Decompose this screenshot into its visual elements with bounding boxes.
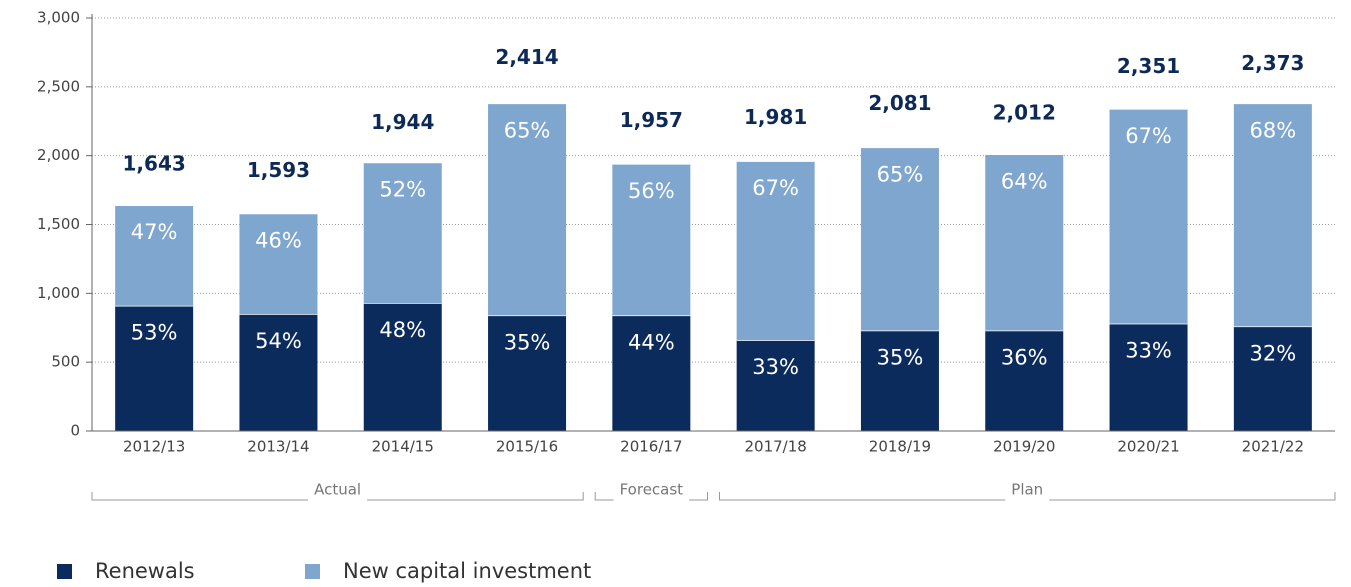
group-label: Actual (314, 481, 361, 499)
y-tick-label: 2,500 (37, 77, 80, 95)
share-label: 48% (379, 318, 426, 342)
group-label: Forecast (620, 481, 684, 499)
legend-label: New capital investment (343, 559, 591, 583)
x-tick-label: 2014/15 (372, 438, 434, 456)
bar-segment (1109, 323, 1188, 431)
group-label-bg (613, 496, 690, 504)
share-label: 53% (131, 321, 178, 345)
share-label: 46% (255, 228, 302, 252)
bar-segment (488, 103, 567, 316)
share-label: 47% (131, 220, 178, 244)
bar-segment (612, 315, 691, 431)
group-label-bg (1005, 496, 1050, 504)
bar-segment (985, 154, 1064, 331)
x-tick-label: 2015/16 (496, 438, 558, 456)
legend-swatch (57, 564, 72, 579)
x-tick-label: 2021/22 (1242, 438, 1304, 456)
bar-segment (363, 302, 442, 431)
total-label: 1,593 (247, 158, 310, 182)
group-label-bg (308, 496, 368, 504)
y-tick-label: 1,500 (37, 215, 80, 233)
x-tick-label: 2018/19 (869, 438, 931, 456)
share-label: 65% (877, 162, 924, 186)
x-tick-label: 2019/20 (993, 438, 1055, 456)
bar-segment (363, 162, 442, 303)
bar-segment (985, 330, 1064, 431)
total-label: 2,414 (495, 45, 558, 69)
x-tick-label: 2013/14 (247, 438, 309, 456)
y-tick-label: 0 (70, 422, 80, 440)
legend-swatch (305, 564, 320, 579)
share-label: 36% (1001, 346, 1048, 370)
share-label: 32% (1250, 341, 1297, 365)
share-label: 65% (504, 118, 551, 142)
bar-segment (1233, 326, 1312, 431)
bar-segment (115, 305, 194, 431)
y-tick-label: 3,000 (37, 9, 80, 27)
bar-segment (1233, 103, 1312, 327)
share-label: 52% (379, 178, 426, 202)
x-tick-label: 2020/21 (1117, 438, 1179, 456)
share-label: 33% (1125, 339, 1172, 363)
total-label: 2,351 (1117, 54, 1180, 78)
total-label: 2,012 (993, 101, 1056, 125)
share-label: 67% (1125, 124, 1172, 148)
total-label: 2,081 (868, 91, 931, 115)
share-label: 67% (752, 176, 799, 200)
share-label: 68% (1250, 118, 1297, 142)
share-label: 54% (255, 329, 302, 353)
x-tick-label: 2016/17 (620, 438, 682, 456)
total-label: 2,373 (1241, 51, 1304, 75)
bar-segment (736, 340, 815, 431)
y-tick-label: 1,000 (37, 284, 80, 302)
legend-label: Renewals (95, 559, 195, 583)
bar-segment (860, 147, 939, 331)
total-label: 1,643 (123, 151, 186, 175)
share-label: 64% (1001, 169, 1048, 193)
x-tick-label: 2017/18 (744, 438, 806, 456)
total-label: 1,944 (371, 110, 434, 134)
y-tick-label: 500 (51, 353, 80, 371)
bar-segment (860, 330, 939, 431)
bar-segment (239, 313, 318, 431)
bar-segment (115, 205, 194, 306)
bar-segment (239, 213, 318, 314)
total-label: 1,957 (620, 108, 683, 132)
group-label: Plan (1011, 481, 1043, 499)
share-label: 35% (877, 346, 924, 370)
bar-segment (1109, 108, 1188, 324)
share-label: 44% (628, 330, 675, 354)
bar-segment (612, 163, 691, 316)
x-tick-label: 2012/13 (123, 438, 185, 456)
bar-segment (736, 161, 815, 341)
y-tick-label: 2,000 (37, 146, 80, 164)
bar-segment (488, 315, 567, 431)
share-label: 56% (628, 179, 675, 203)
share-label: 33% (752, 355, 799, 379)
share-label: 35% (504, 330, 551, 354)
total-label: 1,981 (744, 105, 807, 129)
